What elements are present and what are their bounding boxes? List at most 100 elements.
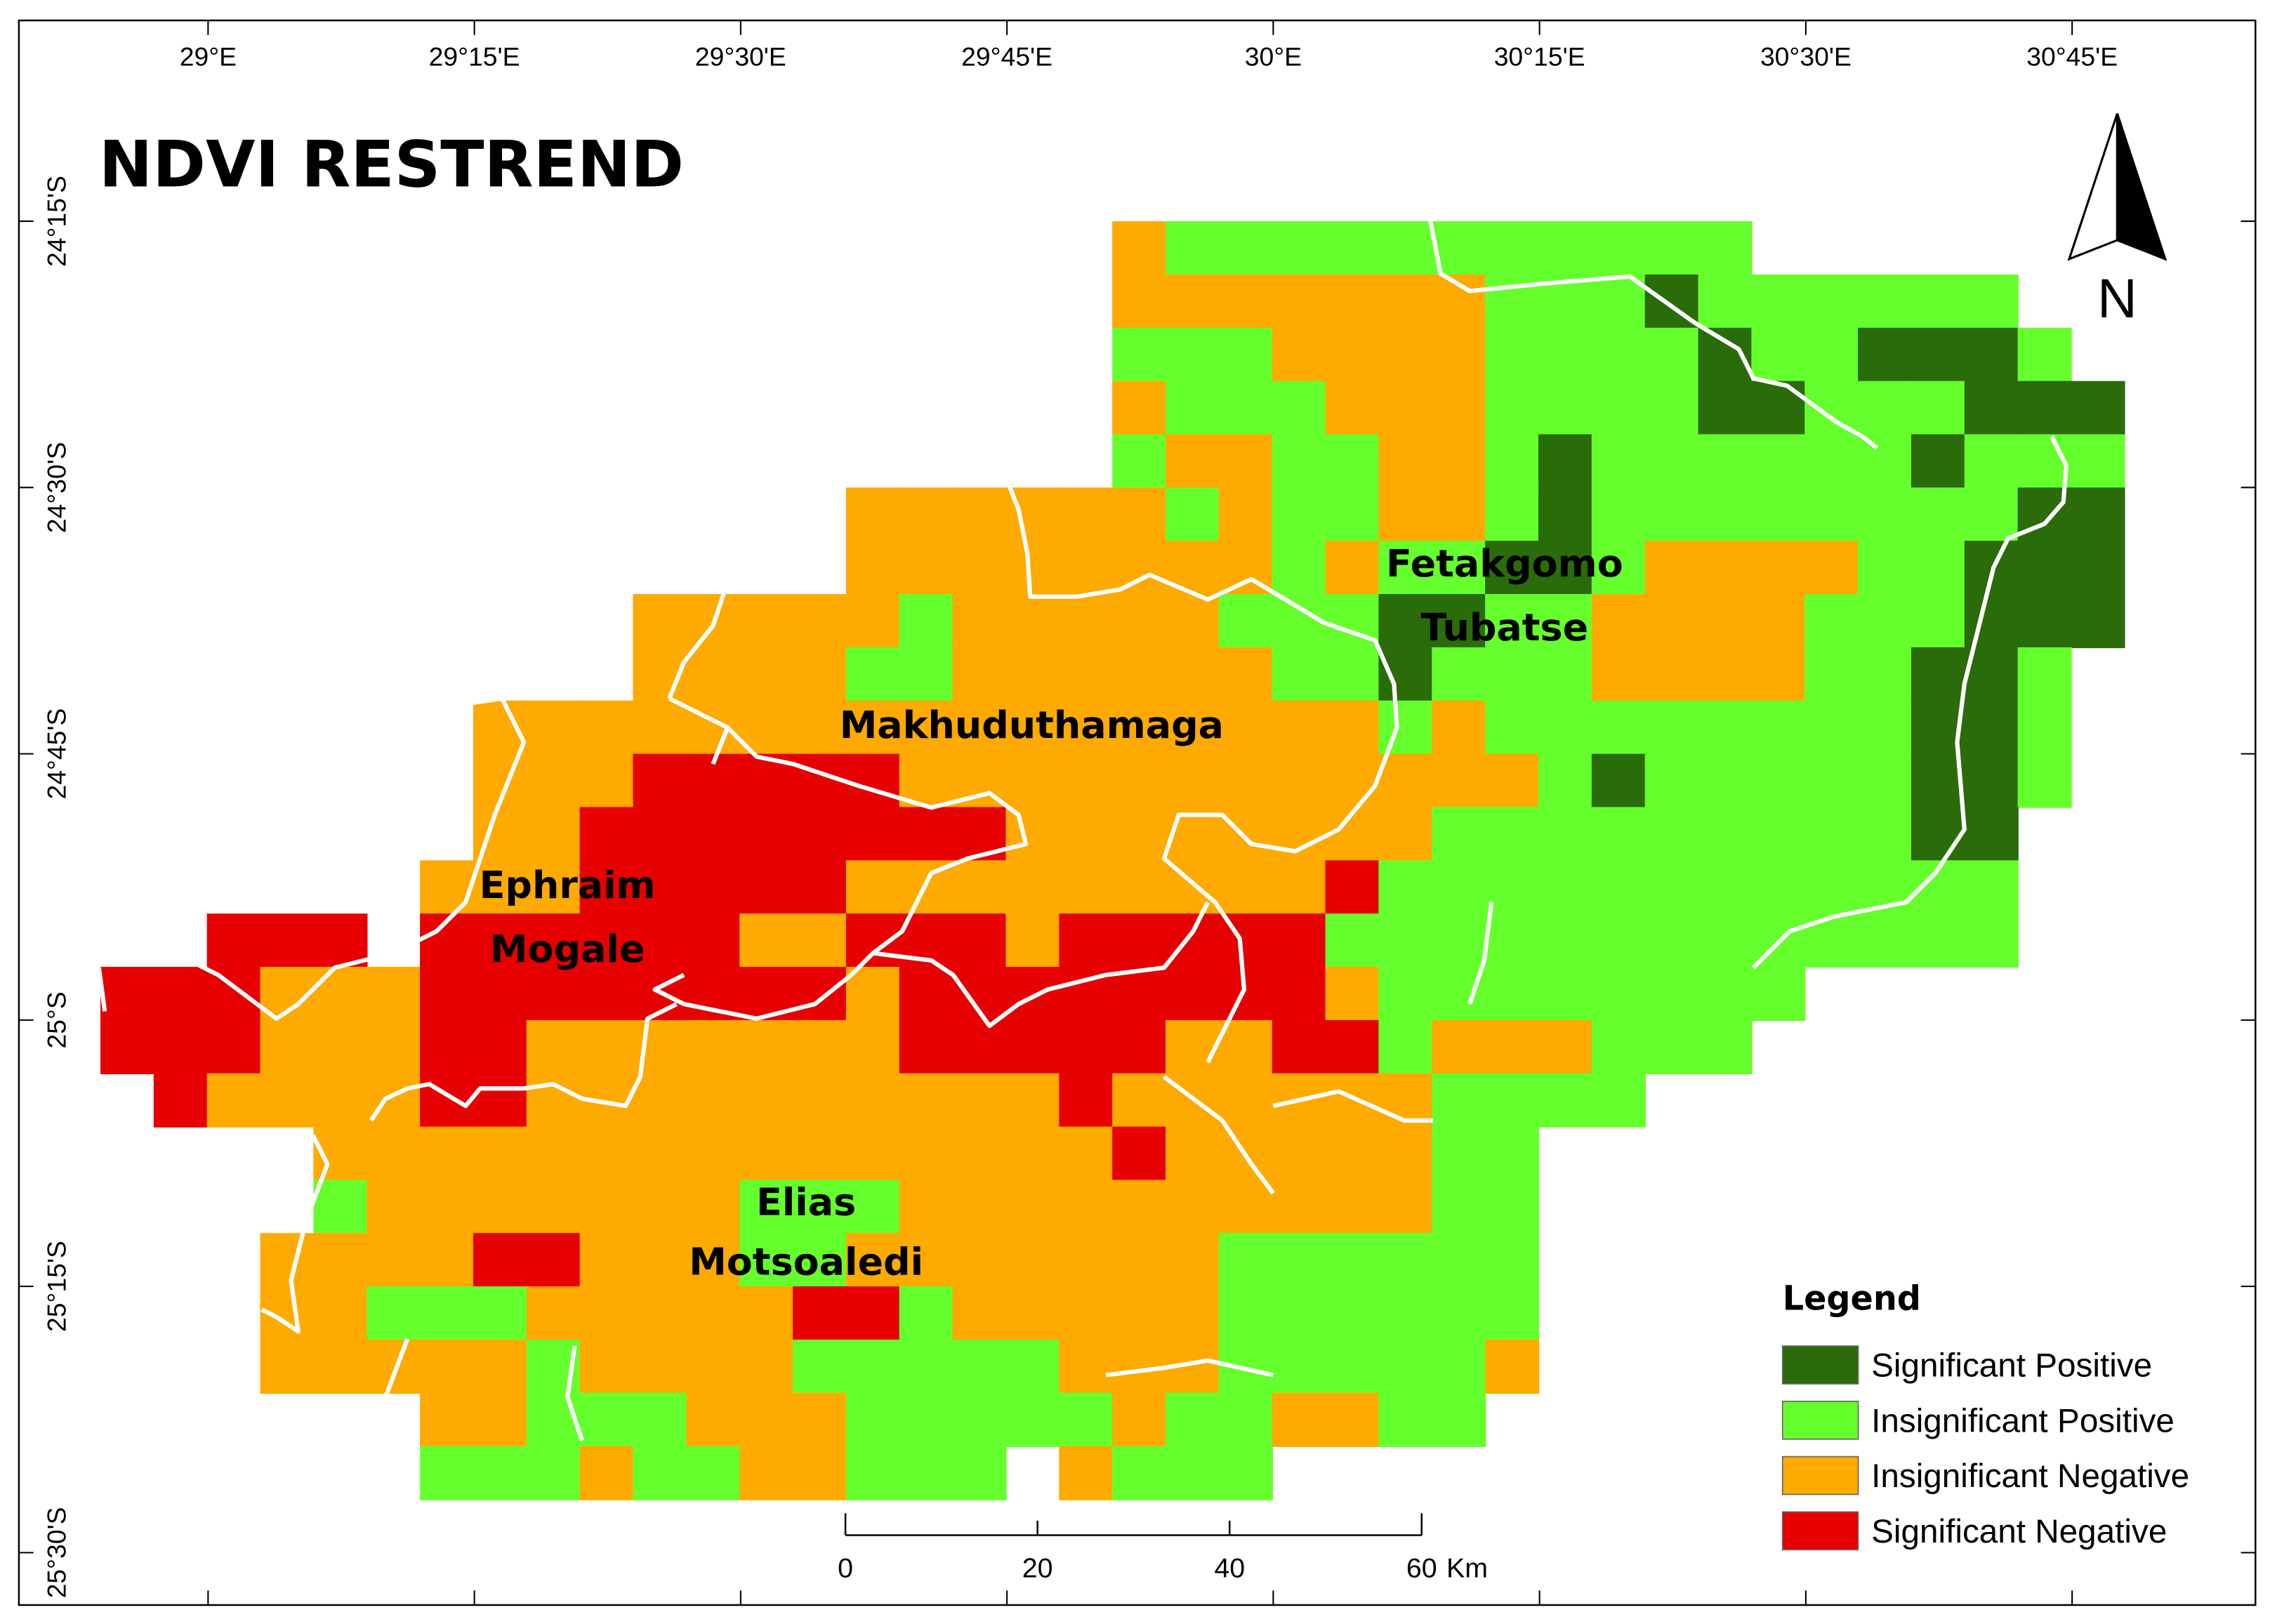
raster-cell	[793, 967, 847, 1022]
label-tubatse: Tubatse	[1421, 605, 1588, 649]
raster-cell	[1112, 1446, 1167, 1500]
raster-cell	[1218, 1180, 1273, 1234]
raster-cell	[1325, 753, 1380, 808]
raster-cell	[1804, 807, 1859, 861]
boundary-south-east	[1163, 1075, 1275, 1195]
raster-cell	[1272, 860, 1326, 915]
raster-cell	[1378, 700, 1433, 755]
raster-cell	[686, 1392, 741, 1447]
raster-cell	[1432, 434, 1486, 489]
raster-cell	[1858, 807, 1913, 861]
raster-cell	[2017, 381, 2072, 435]
raster-cell	[1432, 1286, 1486, 1341]
raster-cell	[1698, 594, 1753, 649]
raster-cell	[2017, 753, 2072, 808]
raster-cell	[579, 1233, 634, 1288]
raster-cell	[633, 700, 687, 755]
raster-cell	[1005, 647, 1060, 701]
raster-cell	[1858, 594, 1913, 649]
raster-cell	[793, 807, 847, 861]
raster-cell	[1218, 221, 1273, 276]
raster-cell	[1378, 381, 1433, 435]
legend-swatch-significant-negative	[1781, 1511, 1859, 1551]
label-ephraim: Ephraim	[480, 863, 656, 907]
raster-cell	[313, 1286, 368, 1341]
raster-cell	[1166, 1126, 1220, 1181]
raster-cell	[1538, 434, 1593, 489]
raster-cell	[1911, 274, 1966, 329]
legend-swatch-insignificant-negative	[1781, 1455, 1859, 1496]
raster-cell	[1804, 434, 1859, 489]
raster-cell	[793, 860, 847, 915]
raster-cell	[420, 1233, 475, 1288]
raster-cell	[899, 487, 953, 542]
raster-cell	[1112, 1286, 1167, 1341]
raster-cell	[260, 1233, 315, 1288]
raster-cell	[1964, 860, 2019, 915]
raster-cell	[1964, 700, 2019, 755]
raster-cell	[1272, 753, 1326, 808]
raster-cell	[1325, 221, 1380, 276]
raster-cell	[1751, 967, 1806, 1022]
raster-cell	[739, 1392, 794, 1447]
scale-tick-0: 0	[838, 1553, 853, 1584]
raster-cell	[1005, 1180, 1060, 1234]
raster-cell	[1112, 1233, 1167, 1288]
raster-cell	[1059, 753, 1114, 808]
raster-cell	[367, 1180, 421, 1234]
raster-cell	[1804, 594, 1859, 649]
raster-cell	[1059, 647, 1114, 701]
raster-cell	[1272, 913, 1326, 968]
raster-cell	[473, 913, 528, 968]
raster-cell	[153, 1019, 208, 1074]
raster-cell	[1911, 434, 1966, 489]
raster-cell	[845, 1392, 901, 1447]
raster-cell	[1698, 327, 1753, 382]
raster-cell	[1059, 541, 1114, 595]
raster-cell	[1485, 1339, 1540, 1394]
raster-cell	[1166, 1019, 1220, 1074]
raster-cell	[1591, 327, 1646, 382]
raster-cell	[1166, 221, 1220, 276]
raster-cell	[845, 1019, 901, 1074]
raster-cell	[686, 647, 741, 701]
raster-cell	[1059, 1286, 1114, 1341]
raster-cell	[473, 1339, 528, 1394]
raster-cell	[1698, 274, 1753, 329]
raster-cell	[473, 1446, 528, 1500]
raster-cell	[1112, 700, 1167, 755]
raster-cell	[793, 594, 847, 649]
legend-label-significant-positive: Significant Positive	[1871, 1347, 2152, 1385]
raster-cell	[1218, 753, 1273, 808]
raster-cell	[473, 1392, 528, 1447]
raster-cell	[1378, 967, 1433, 1022]
raster-cell	[845, 967, 901, 1022]
raster-cell	[1698, 647, 1753, 701]
raster-cell	[1644, 647, 1699, 701]
raster-cell	[1005, 1019, 1060, 1074]
boundary-east-south	[1272, 1089, 1434, 1123]
raster-cell	[1112, 860, 1167, 915]
raster-cell	[2071, 381, 2125, 435]
raster-cell	[1005, 1073, 1060, 1128]
raster-cell	[1698, 967, 1753, 1022]
raster-cell	[1378, 807, 1433, 861]
raster-cell	[845, 594, 901, 649]
raster-cell	[1432, 487, 1486, 542]
raster-cell	[1538, 594, 1593, 649]
raster-cell	[952, 913, 1007, 968]
raster-cell	[579, 1339, 634, 1394]
raster-cell	[473, 1286, 528, 1341]
raster-cell	[526, 913, 581, 968]
raster-cell	[1218, 1392, 1273, 1447]
raster-cell	[420, 1073, 475, 1128]
raster-cell	[899, 1392, 953, 1447]
raster-cell	[1698, 221, 1753, 276]
raster-cell	[1432, 700, 1486, 755]
raster-cell	[899, 1073, 953, 1128]
raster-cell	[793, 913, 847, 968]
raster-cell	[1485, 381, 1540, 435]
raster-cell	[1538, 807, 1593, 861]
raster-cell	[686, 1339, 741, 1394]
raster-cell	[1378, 541, 1433, 595]
